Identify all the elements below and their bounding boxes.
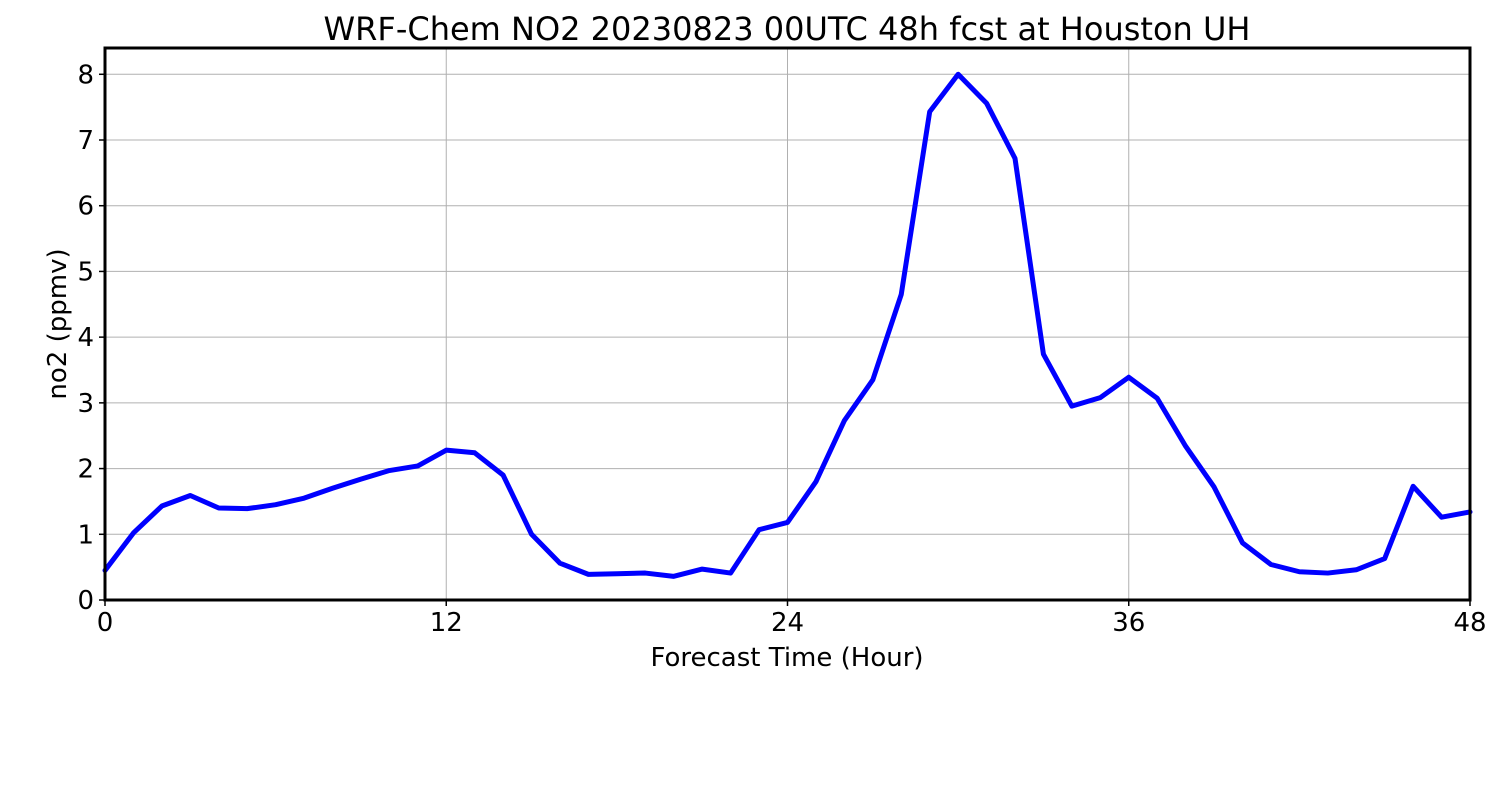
y-tick-label: 0 [77, 586, 94, 616]
y-axis-label: no2 (ppmv) [43, 248, 73, 399]
y-tick-label: 4 [77, 323, 94, 353]
chart-title: WRF-Chem NO2 20230823 00UTC 48h fcst at … [324, 10, 1251, 48]
y-tick-label: 5 [77, 257, 94, 287]
y-tick-label: 2 [77, 455, 94, 485]
x-axis-label: Forecast Time (Hour) [650, 643, 923, 673]
series-layer [102, 71, 1473, 579]
x-tick-label: 36 [1112, 608, 1145, 638]
x-tick-label: 24 [771, 608, 804, 638]
no2-series-line [102, 71, 1473, 579]
x-tick-label: 12 [430, 608, 463, 638]
y-tick-label: 8 [77, 60, 94, 90]
grid [104, 48, 1471, 601]
x-tick-label: 48 [1453, 608, 1486, 638]
y-tick-label: 3 [77, 389, 94, 419]
y-tick-label: 1 [77, 520, 94, 550]
y-tick-label: 7 [77, 126, 94, 156]
x-tick-label: 0 [97, 608, 114, 638]
y-tick-label: 6 [77, 192, 94, 222]
